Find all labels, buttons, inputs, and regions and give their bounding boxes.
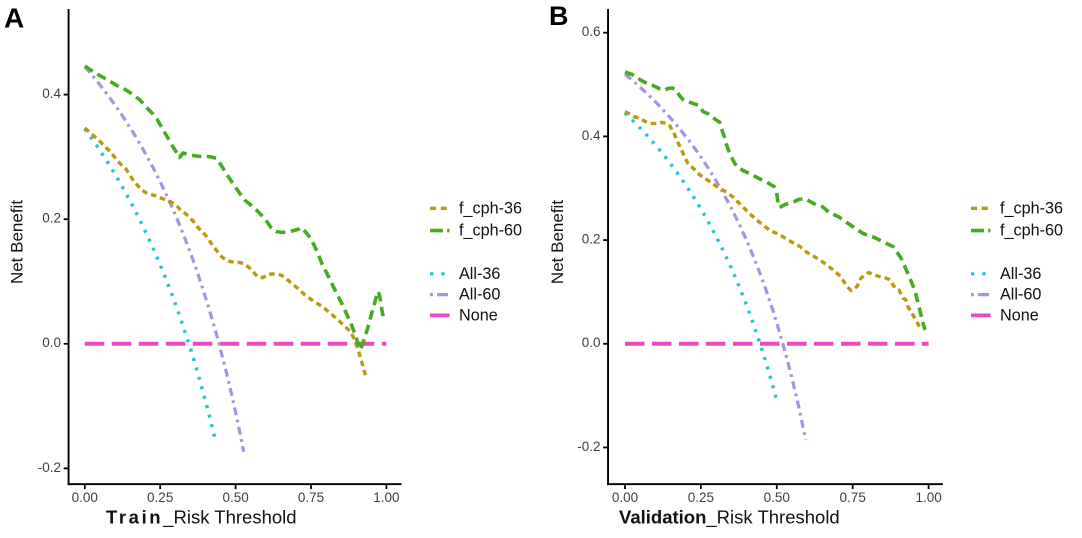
svg-text:0.25: 0.25 [688,490,714,505]
svg-text:Validation_Risk Threshold: Validation_Risk Threshold [619,507,840,529]
svg-text:All-36: All-36 [459,265,500,283]
svg-text:-0.2: -0.2 [38,460,61,475]
svg-text:0.2: 0.2 [42,211,61,226]
svg-text:f_cph-36: f_cph-36 [459,199,522,217]
svg-text:All-36: All-36 [1000,265,1041,283]
svg-text:0.2: 0.2 [582,232,601,247]
svg-text:1.00: 1.00 [373,490,399,505]
svg-text:f_cph-60: f_cph-60 [459,222,522,240]
svg-text:1.00: 1.00 [915,490,941,505]
svg-text:0.75: 0.75 [840,490,866,505]
svg-text:f_cph-36: f_cph-36 [1000,199,1063,217]
svg-text:None: None [459,306,498,324]
svg-text:A: A [4,3,24,34]
svg-text:-0.2: -0.2 [577,439,600,454]
svg-text:0.50: 0.50 [764,490,790,505]
svg-text:B: B [549,1,569,31]
svg-text:f_cph-60: f_cph-60 [1000,222,1063,240]
svg-text:0.4: 0.4 [42,86,61,101]
svg-text:0.0: 0.0 [42,335,61,350]
svg-text:0.00: 0.00 [612,490,638,505]
svg-text:None: None [1000,306,1039,324]
svg-text:0.6: 0.6 [582,24,601,39]
svg-text:0.00: 0.00 [72,490,98,505]
svg-text:0.50: 0.50 [222,490,248,505]
svg-text:0.25: 0.25 [147,490,173,505]
svg-text:All-60: All-60 [1000,286,1041,304]
svg-text:Train_Risk Threshold: Train_Risk Threshold [106,507,297,529]
svg-text:All-60: All-60 [459,286,500,304]
svg-text:0.4: 0.4 [582,128,601,143]
svg-text:0.75: 0.75 [298,490,324,505]
svg-text:Net Benefit: Net Benefit [8,200,27,284]
svg-text:Net Benefit: Net Benefit [548,200,567,284]
svg-text:0.0: 0.0 [582,335,601,350]
